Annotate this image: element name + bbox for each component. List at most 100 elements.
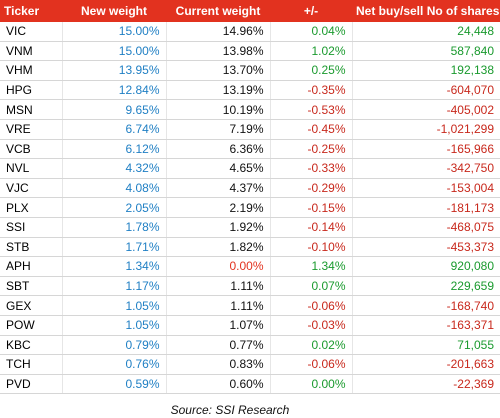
table-cell: 24,448 <box>352 22 500 42</box>
table-cell: -163,371 <box>352 315 500 336</box>
table-cell: 192,138 <box>352 60 500 81</box>
table-cell: 13.19% <box>166 80 271 101</box>
table-cell: -0.29% <box>270 178 353 199</box>
table-cell: VIC <box>0 22 63 42</box>
table-cell: 1.02% <box>270 41 353 62</box>
table-cell: 0.07% <box>270 276 353 297</box>
table-row: PLX 2.05% 2.19% -0.15% -181,173 <box>0 197 500 218</box>
table-cell: -22,369 <box>352 374 500 395</box>
table-cell: 0.79% <box>62 335 167 356</box>
header-cell: +/- <box>270 0 352 22</box>
table-cell: 6.36% <box>166 139 271 160</box>
weights-table: Ticker New weight Current weight +/- Net buy… <box>0 0 500 395</box>
table-cell: -453,373 <box>352 237 500 258</box>
header-cell: Current weight <box>166 0 270 22</box>
table-cell: 15.00% <box>62 22 167 42</box>
table-row: TCH 0.76% 0.83% -0.06% -201,663 <box>0 354 500 375</box>
table-cell: 4.37% <box>166 178 271 199</box>
table-row: VRE 6.74% 7.19% -0.45% -1,021,299 <box>0 119 500 140</box>
table-row: STB 1.71% 1.82% -0.10% -453,373 <box>0 237 500 258</box>
table-cell: -0.25% <box>270 139 353 160</box>
table-cell: TCH <box>0 354 63 375</box>
table-cell: 0.83% <box>166 354 271 375</box>
table-cell: 0.77% <box>166 335 271 356</box>
table-cell: -468,075 <box>352 217 500 238</box>
table-row: SSI 1.78% 1.92% -0.14% -468,075 <box>0 217 500 238</box>
table-cell: -1,021,299 <box>352 119 500 140</box>
table-cell: PVD <box>0 374 63 395</box>
table-cell: STB <box>0 237 63 258</box>
header-cell: Ticker <box>0 0 62 22</box>
table-cell: 0.02% <box>270 335 353 356</box>
table-cell: 13.95% <box>62 60 167 81</box>
table-row: HPG 12.84% 13.19% -0.35% -604,070 <box>0 80 500 101</box>
table-cell: 2.19% <box>166 197 271 218</box>
header-row: Ticker New weight Current weight +/- Net buy… <box>0 0 500 22</box>
table-cell: -0.15% <box>270 197 353 218</box>
table-cell: 1.71% <box>62 237 167 258</box>
table-row: SBT 1.17% 1.11% 0.07% 229,659 <box>0 276 500 297</box>
table-cell: 6.12% <box>62 139 167 160</box>
table-row: PVD 0.59% 0.60% 0.00% -22,369 <box>0 374 500 395</box>
table-cell: 12.84% <box>62 80 167 101</box>
table-cell: 9.65% <box>62 99 167 120</box>
table-cell: -0.35% <box>270 80 353 101</box>
table-cell: 1.78% <box>62 217 167 238</box>
table-cell: -165,966 <box>352 139 500 160</box>
table-cell: SBT <box>0 276 63 297</box>
table-cell: 0.04% <box>270 22 353 42</box>
table-cell: VCB <box>0 139 63 160</box>
table-body: VIC 15.00% 14.96% 0.04% 24,448 VNM 15.00% 13.98… <box>0 22 500 395</box>
table-row: APH 1.34% 0.00% 1.34% 920,080 <box>0 256 500 277</box>
table-cell: 14.96% <box>166 22 271 42</box>
table-cell: 13.98% <box>166 41 271 62</box>
table-cell: -0.03% <box>270 315 353 336</box>
table-cell: -181,173 <box>352 197 500 218</box>
table-cell: VHM <box>0 60 63 81</box>
table-cell: 4.65% <box>166 158 271 179</box>
table-cell: -168,740 <box>352 295 500 316</box>
table-cell: NVL <box>0 158 63 179</box>
table-cell: PLX <box>0 197 63 218</box>
table-cell: GEX <box>0 295 63 316</box>
table-cell: 71,055 <box>352 335 500 356</box>
table-cell: 1.05% <box>62 315 167 336</box>
table-cell: -342,750 <box>352 158 500 179</box>
table-cell: 920,080 <box>352 256 500 277</box>
table-row: VIC 15.00% 14.96% 0.04% 24,448 <box>0 22 500 42</box>
table-cell: 1.05% <box>62 295 167 316</box>
table-cell: 1.07% <box>166 315 271 336</box>
table-cell: KBC <box>0 335 63 356</box>
table-cell: 587,840 <box>352 41 500 62</box>
table-cell: VNM <box>0 41 63 62</box>
table-row: VHM 13.95% 13.70% 0.25% 192,138 <box>0 60 500 81</box>
table-row: NVL 4.32% 4.65% -0.33% -342,750 <box>0 158 500 179</box>
table-cell: -405,002 <box>352 99 500 120</box>
table-cell: -0.53% <box>270 99 353 120</box>
table-cell: 15.00% <box>62 41 167 62</box>
table-cell: 1.17% <box>62 276 167 297</box>
table-cell: 0.76% <box>62 354 167 375</box>
table-cell: HPG <box>0 80 63 101</box>
table-cell: VJC <box>0 178 63 199</box>
table-cell: -0.10% <box>270 237 353 258</box>
table-cell: 10.19% <box>166 99 271 120</box>
table-row: MSN 9.65% 10.19% -0.53% -405,002 <box>0 99 500 120</box>
table-cell: -0.06% <box>270 295 353 316</box>
table-cell: 0.00% <box>166 256 271 277</box>
header-cell: New weight <box>62 0 166 22</box>
table-cell: 6.74% <box>62 119 167 140</box>
table-cell: VRE <box>0 119 63 140</box>
table-cell: -0.06% <box>270 354 353 375</box>
table-cell: 13.70% <box>166 60 271 81</box>
table-cell: 1.34% <box>62 256 167 277</box>
table-cell: MSN <box>0 99 63 120</box>
table-cell: -604,070 <box>352 80 500 101</box>
table-cell: POW <box>0 315 63 336</box>
table-cell: -0.33% <box>270 158 353 179</box>
table-cell: 1.11% <box>166 295 271 316</box>
table-cell: 2.05% <box>62 197 167 218</box>
table-cell: 4.32% <box>62 158 167 179</box>
table-cell: 0.59% <box>62 374 167 395</box>
